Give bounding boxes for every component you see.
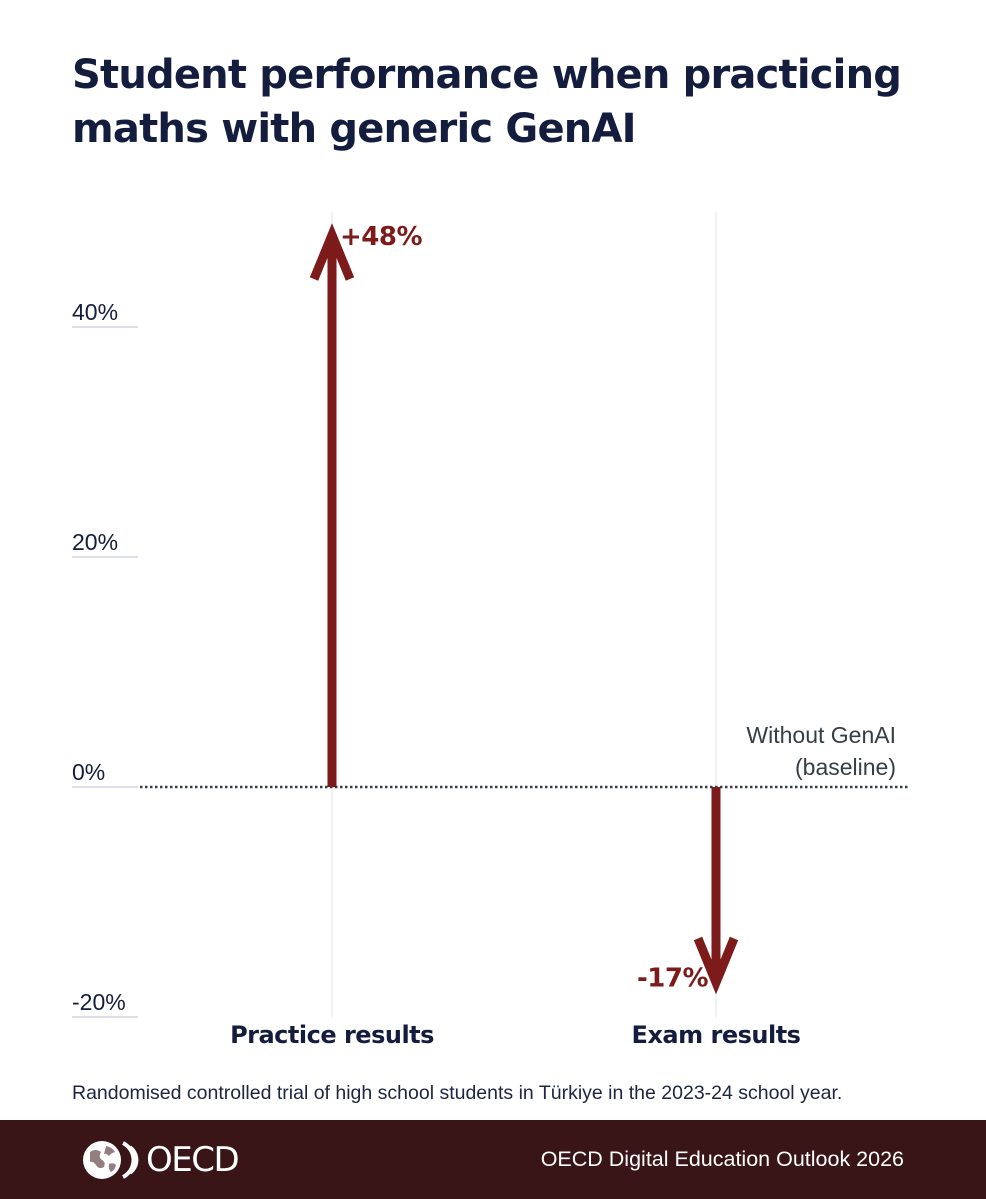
- gridlines: [331, 212, 717, 1018]
- chart-title: Student performance when practicing math…: [72, 52, 902, 152]
- data-label-practice: +48%: [340, 222, 422, 252]
- y-tick-label: 40%: [72, 299, 118, 325]
- data-label-exam: -17%: [637, 964, 708, 994]
- y-tick-label: 20%: [72, 529, 118, 555]
- y-tick-label: -20%: [72, 989, 126, 1015]
- oecd-logo-text: OECD: [146, 1140, 240, 1180]
- caption: Randomised controlled trial of high scho…: [72, 1082, 843, 1104]
- y-axis-ticks: 40% 20% 0% -20%: [72, 299, 138, 1018]
- oecd-globe-icon: [83, 1141, 139, 1179]
- chart-labels: +48% -17% Practice results Exam results With…: [230, 222, 896, 1049]
- arrow-head: [309, 223, 355, 281]
- baseline-annotation: (baseline): [795, 754, 896, 780]
- oecd-logo: OECD: [80, 1138, 240, 1182]
- footer: OECD OECD Digital Education Outlook 2026: [0, 1120, 986, 1199]
- publication-title: OECD Digital Education Outlook 2026: [540, 1147, 904, 1171]
- baseline-annotation: Without GenAI: [746, 722, 896, 748]
- arrow-1: [693, 787, 739, 995]
- arrow-head: [693, 936, 739, 995]
- chart-marks: [140, 223, 910, 995]
- y-tick-label: 0%: [72, 759, 105, 785]
- category-label: Exam results: [632, 1021, 801, 1049]
- chart: 40% 20% 0% -20% +48% -17% Practice results Exa…: [72, 212, 910, 1049]
- arrow-0: [309, 223, 355, 787]
- category-label: Practice results: [230, 1021, 434, 1049]
